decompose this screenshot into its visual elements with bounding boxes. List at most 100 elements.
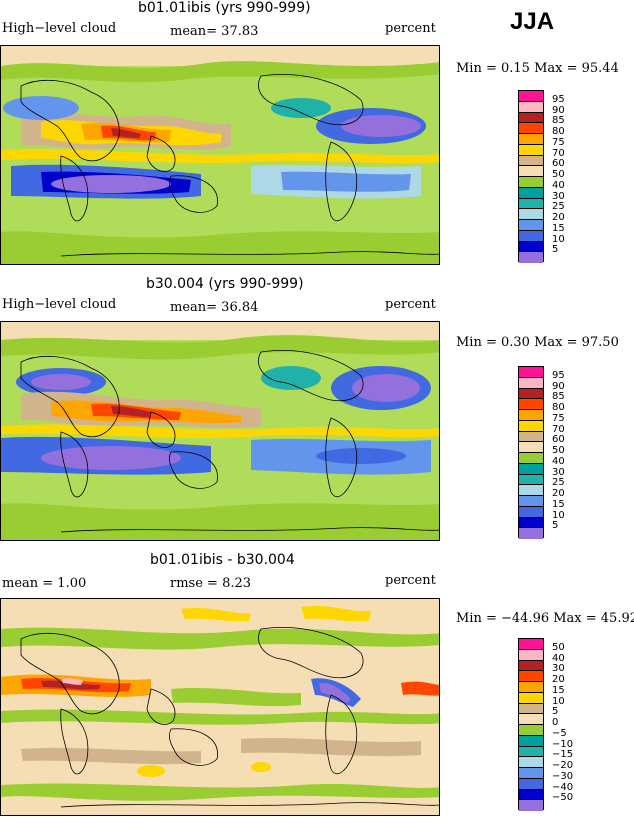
legend-tick-label: 60 xyxy=(552,434,565,446)
panel1-map xyxy=(0,45,440,265)
legend-color-box xyxy=(519,112,543,124)
legend-tick-label: 60 xyxy=(552,158,565,170)
legend-color-box xyxy=(519,198,543,210)
legend-tick-label: 15 xyxy=(552,498,565,510)
panel2-title: b30.004 (yrs 990-999) xyxy=(146,276,304,292)
legend-tick-label: −5 xyxy=(552,727,567,739)
legend-tick-label: 0 xyxy=(552,717,559,728)
legend-tick-label: 30 xyxy=(552,466,565,478)
panel1-field-label: High−level cloud xyxy=(2,21,117,36)
legend-color-box xyxy=(519,187,543,199)
legend-tick-label: 80 xyxy=(552,126,565,137)
legend-color-box xyxy=(519,209,543,220)
legend-color-box xyxy=(519,671,543,682)
legend-tick-label: 70 xyxy=(552,423,565,435)
legend-tick-label: 40 xyxy=(552,179,565,191)
legend-color-box xyxy=(519,725,543,736)
panel1-minmax: Min = 0.15 Max = 95.44 xyxy=(456,61,619,76)
panel1-map-svg xyxy=(1,46,439,264)
legend-tick-label: −30 xyxy=(552,770,574,782)
legend-tick-label: 85 xyxy=(552,115,565,127)
legend-color-box xyxy=(519,735,543,747)
legend-tick-label: 25 xyxy=(552,201,565,213)
panel3-units: percent xyxy=(385,573,436,588)
legend-tick-label: 50 xyxy=(552,445,565,456)
legend-color-box xyxy=(519,757,543,768)
legend-color-box xyxy=(519,485,543,496)
legend-tick-label: 40 xyxy=(552,652,565,664)
legend-color-box xyxy=(519,101,543,113)
legend-color-box xyxy=(519,155,543,167)
legend-color-box xyxy=(519,517,543,529)
legend-tick-label: 20 xyxy=(552,212,565,223)
legend-tick-label: 5 xyxy=(552,244,559,256)
panel3-rmse: rmse = 8.23 xyxy=(170,576,252,591)
legend-tick-label: 40 xyxy=(552,455,565,467)
legend-tick-label: 90 xyxy=(552,104,565,116)
legend-color-box xyxy=(519,123,543,134)
panel2-map xyxy=(0,321,440,541)
legend-tick-label: 10 xyxy=(552,509,565,521)
legend-tick-label: 50 xyxy=(552,169,565,180)
legend-color-box xyxy=(519,789,543,801)
legend-tick-label: 15 xyxy=(552,684,565,696)
legend-color-box xyxy=(519,639,543,650)
legend-tick-label: 10 xyxy=(552,695,565,707)
panel2-field-label: High−level cloud xyxy=(2,297,117,312)
season-label: JJA xyxy=(510,8,555,35)
legend-tick-label: 50 xyxy=(552,641,565,653)
panel2-minmax: Min = 0.30 Max = 97.50 xyxy=(456,335,619,350)
legend-color-box xyxy=(519,800,543,811)
legend-color-box xyxy=(519,768,543,779)
legend-color-box xyxy=(519,177,543,188)
legend-color-box xyxy=(519,144,543,156)
legend-tick-label: 85 xyxy=(552,391,565,403)
legend-color-box xyxy=(519,399,543,410)
legend-tick-label: 10 xyxy=(552,233,565,245)
legend-color-box xyxy=(519,463,543,475)
legend-tick-label: 80 xyxy=(552,402,565,413)
legend-tick-label: 15 xyxy=(552,222,565,234)
panel3-mean: mean = 1.00 xyxy=(2,576,87,591)
legend-color-box xyxy=(519,431,543,443)
legend-color-box xyxy=(519,91,543,102)
legend-color-box xyxy=(519,420,543,432)
legend-color-box xyxy=(519,367,543,378)
legend-color-box xyxy=(519,692,543,704)
panel1-units: percent xyxy=(385,21,436,36)
legend-color-box xyxy=(519,166,543,177)
legend-color-box xyxy=(519,410,543,421)
legend-tick-label: 30 xyxy=(552,663,565,675)
legend-tick-label: 20 xyxy=(552,674,565,685)
legend-color-box xyxy=(519,220,543,231)
legend-color-box xyxy=(519,778,543,790)
legend-color-box xyxy=(519,241,543,253)
panel3-map xyxy=(0,598,440,816)
panel2-mean: mean= 36.84 xyxy=(170,300,259,315)
legend-color-box xyxy=(519,714,543,725)
legend-color-box xyxy=(519,134,543,145)
legend-tick-label: −10 xyxy=(552,738,574,750)
legend-tick-label: −50 xyxy=(552,792,574,804)
legend-tick-label: −20 xyxy=(552,760,574,771)
panel3-title: b01.01ibis - b30.004 xyxy=(150,552,295,568)
legend-color-box xyxy=(519,230,543,242)
legend-color-box xyxy=(519,682,543,693)
legend-tick-label: −40 xyxy=(552,781,574,793)
legend-color-box xyxy=(519,442,543,453)
legend-tick-label: 75 xyxy=(552,412,565,424)
legend-color-box xyxy=(519,660,543,672)
panel1-legend xyxy=(518,90,544,263)
legend-tick-label: 90 xyxy=(552,380,565,392)
legend-tick-label: 5 xyxy=(552,706,559,718)
legend-color-box xyxy=(519,252,543,263)
panel3-minmax: Min = −44.96 Max = 45.92 xyxy=(456,611,634,626)
panel1-title: b01.01ibis (yrs 990-999) xyxy=(138,0,311,16)
panel2-legend xyxy=(518,366,544,539)
legend-tick-label: 5 xyxy=(552,520,559,532)
legend-color-box xyxy=(519,746,543,758)
legend-tick-label: 30 xyxy=(552,190,565,202)
legend-tick-label: 95 xyxy=(552,93,565,105)
legend-color-box xyxy=(519,528,543,539)
panel3-map-svg xyxy=(1,599,439,815)
